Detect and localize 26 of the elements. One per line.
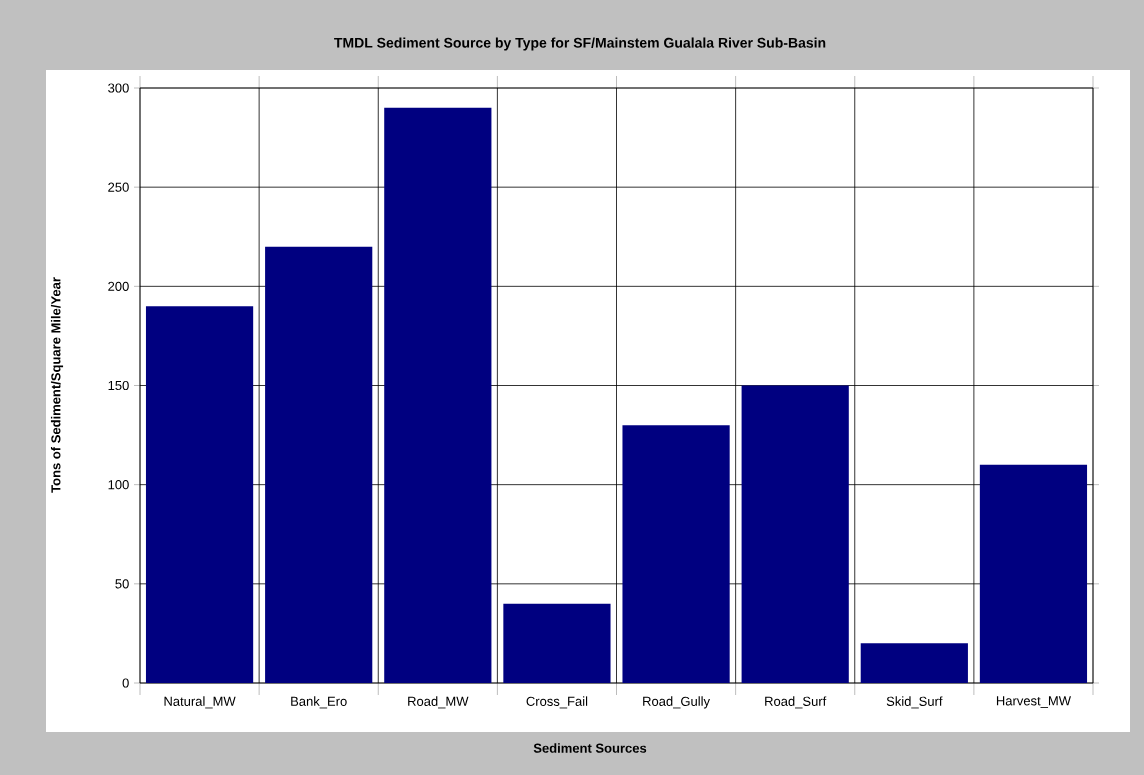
bar (503, 603, 611, 683)
x-tick-label: Road_MW (408, 696, 469, 709)
x-tick-label: Harvest_MW (996, 696, 1071, 708)
y-tick-label: 100 (108, 480, 129, 490)
y-tick-label: 0 (122, 678, 129, 688)
x-tick-label: Natural_MW (164, 696, 236, 709)
y-tick-label: 50 (115, 579, 129, 589)
bar (384, 107, 492, 683)
bar (979, 464, 1088, 683)
chart-title: TMDL Sediment Source by Type for SF/Mainstem Gualala River Sub-Basin (334, 37, 826, 51)
x-tick-label: Cross_Fail (526, 696, 588, 709)
bar (265, 246, 373, 683)
y-axis-title: Tons of Sediment/Square Mile/Year (50, 277, 64, 493)
bar (622, 425, 730, 683)
y-tick-label: 200 (108, 281, 129, 291)
x-tick-label: Bank_Ero (291, 696, 347, 709)
y-tick-label: 250 (108, 182, 129, 192)
x-tick-label: Road_Gully (643, 696, 710, 709)
x-tick-label: Skid_Surf (886, 696, 943, 709)
bar (741, 385, 849, 683)
bar (145, 306, 254, 683)
y-tick-label: 150 (108, 380, 129, 391)
y-tick-label: 300 (108, 83, 129, 93)
x-axis-title: Sediment Sources (533, 743, 647, 753)
bar (860, 643, 968, 683)
x-tick-label: Road_Surf (765, 696, 827, 709)
